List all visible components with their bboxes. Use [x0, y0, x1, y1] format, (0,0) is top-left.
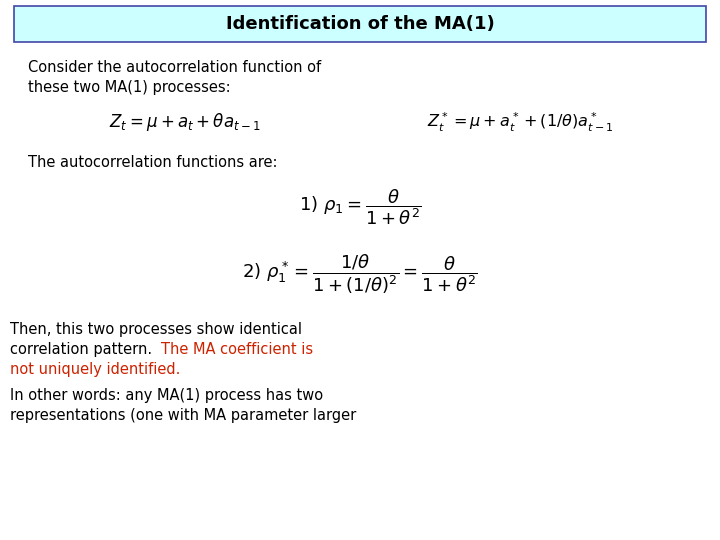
- Text: Consider the autocorrelation function of: Consider the autocorrelation function of: [28, 60, 321, 75]
- Text: representations (one with MA parameter larger: representations (one with MA parameter l…: [10, 408, 356, 423]
- Text: correlation pattern.: correlation pattern.: [10, 342, 157, 357]
- Text: Identification of the MA(1): Identification of the MA(1): [225, 15, 495, 33]
- Text: not uniquely identified.: not uniquely identified.: [10, 362, 181, 377]
- Text: $Z^*_t = \mu+a^*_t+(1/\theta)a^*_{t-1}$: $Z^*_t = \mu+a^*_t+(1/\theta)a^*_{t-1}$: [427, 110, 613, 133]
- Text: The MA coefficient is: The MA coefficient is: [161, 342, 313, 357]
- Text: The autocorrelation functions are:: The autocorrelation functions are:: [28, 155, 277, 170]
- Text: $Z_t = \mu+a_t+\theta a_{t-1}$: $Z_t = \mu+a_t+\theta a_{t-1}$: [109, 111, 261, 133]
- FancyBboxPatch shape: [14, 6, 706, 42]
- Text: $1)\ \rho_1 = \dfrac{\theta}{1+\theta^2}$: $1)\ \rho_1 = \dfrac{\theta}{1+\theta^2}…: [299, 187, 421, 227]
- Text: these two MA(1) processes:: these two MA(1) processes:: [28, 80, 230, 95]
- Text: In other words: any MA(1) process has two: In other words: any MA(1) process has tw…: [10, 388, 323, 403]
- Text: Then, this two processes show identical: Then, this two processes show identical: [10, 322, 302, 337]
- Text: $2)\ \rho^*_1 = \dfrac{1/\theta}{1+(1/\theta)^2} = \dfrac{\theta}{1+\theta^2}$: $2)\ \rho^*_1 = \dfrac{1/\theta}{1+(1/\t…: [242, 252, 478, 296]
